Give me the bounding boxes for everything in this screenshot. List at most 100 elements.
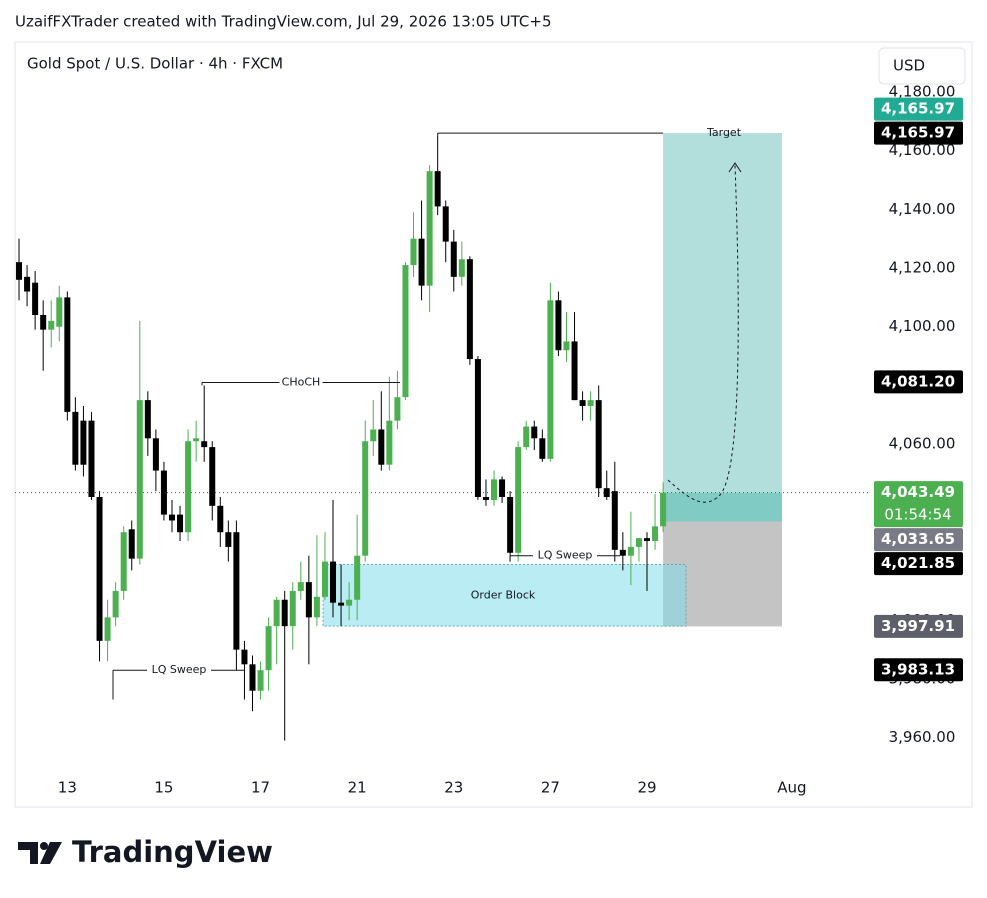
candle-body	[579, 400, 586, 406]
x-tick-label: Aug	[777, 779, 806, 797]
candle-body	[652, 526, 659, 542]
candle-body	[217, 505, 224, 533]
candle-body	[193, 438, 200, 442]
candle-body	[442, 206, 449, 242]
x-tick-label: 27	[541, 779, 560, 797]
candle-body	[539, 438, 546, 459]
target-label: Target	[706, 126, 742, 139]
y-tick-label: 4,160.00	[889, 141, 956, 159]
y-tick-label: 4,140.00	[889, 200, 956, 218]
price-badge-label: 4,165.97	[881, 124, 955, 142]
currency-button[interactable]	[878, 47, 966, 85]
candle-body	[209, 447, 216, 506]
candle-body	[201, 441, 208, 448]
x-tick-label: 15	[154, 779, 173, 797]
candle-body	[265, 626, 272, 671]
candle-body	[507, 497, 514, 553]
candle-body	[515, 447, 522, 553]
candle-body	[362, 441, 369, 556]
candle-body	[185, 441, 192, 533]
y-tick-label: 4,120.00	[889, 259, 956, 277]
x-tick-label: 17	[251, 779, 270, 797]
candle-body	[491, 479, 498, 500]
x-tick-label: 29	[637, 779, 656, 797]
candle-body	[418, 238, 425, 286]
y-tick-label: 4,060.00	[889, 435, 956, 453]
candle-body	[330, 561, 337, 603]
annotation-bg	[279, 375, 323, 390]
header: UzaifFXTrader created with TradingView.c…	[15, 13, 552, 31]
candle-body	[370, 429, 377, 442]
price-badge-label: 4,033.65	[881, 530, 955, 548]
candle-body	[136, 400, 143, 559]
projection-arrow	[667, 164, 739, 503]
candle-body	[144, 400, 151, 439]
price-badge	[874, 552, 963, 576]
candle-body	[160, 470, 167, 515]
candle-body	[321, 561, 328, 597]
candle-body	[56, 297, 63, 327]
candle-body	[450, 241, 457, 277]
candle-body	[378, 429, 385, 465]
target-zone	[663, 133, 782, 493]
price-badge-label: 4,043.49	[881, 483, 955, 501]
price-badge-label: 4,165.97	[881, 100, 955, 118]
candle-body	[587, 400, 594, 406]
annotation-bg	[147, 663, 211, 678]
candle-body	[394, 397, 401, 421]
candle-body	[627, 546, 634, 556]
order-block	[322, 564, 687, 627]
logo-dot	[40, 842, 48, 850]
price-badge	[874, 481, 963, 528]
price-badge	[874, 370, 963, 394]
candle-body	[40, 315, 47, 330]
price-badge	[874, 121, 963, 145]
price-badge-label: 3,997.91	[881, 617, 955, 635]
candle-body	[281, 599, 288, 627]
candle-body	[619, 549, 626, 556]
candle-body	[563, 341, 570, 351]
price-badge	[874, 614, 963, 638]
candle-body	[402, 265, 409, 398]
logo-mark	[18, 842, 38, 864]
candle-body	[434, 171, 441, 207]
candle-body	[523, 426, 530, 448]
price-badge-label: 4,021.85	[881, 554, 955, 572]
annotation-bg	[533, 548, 597, 563]
candle-body	[72, 411, 79, 465]
candle-body	[128, 529, 135, 559]
candle-body	[386, 420, 393, 465]
y-tick-label: 3,960.00	[889, 728, 956, 746]
candle-body	[547, 300, 554, 459]
candle-body	[24, 276, 31, 292]
candle-body	[112, 590, 119, 618]
candle-body	[32, 282, 39, 315]
logo-slash	[40, 842, 62, 864]
annotation-label: CHoCH	[282, 376, 321, 389]
candle-body	[346, 599, 353, 606]
candle-body	[595, 400, 602, 489]
countdown-label: 01:54:54	[884, 506, 951, 524]
candle-body	[289, 590, 296, 627]
candle-body	[660, 492, 667, 527]
chart-frame	[14, 41, 973, 808]
candle-body	[643, 538, 650, 542]
candle-body	[80, 420, 87, 465]
logo-text: TradingView	[72, 835, 273, 869]
candle-body	[96, 497, 103, 641]
candle-body	[48, 320, 55, 330]
candle-body	[64, 297, 71, 412]
candle-body	[635, 538, 642, 547]
candle-body	[555, 300, 562, 351]
annotation-label: LQ Sweep	[152, 663, 207, 676]
y-tick-label: 4,100.00	[889, 317, 956, 335]
plot: Target Order Block CHoCH LQ Sweep LQ Sweep 4,…	[15, 42, 963, 807]
candle-body	[257, 670, 264, 691]
candle-body	[249, 664, 256, 691]
candle-body	[482, 497, 489, 500]
candle-body	[338, 602, 345, 606]
price-badge	[874, 528, 963, 552]
candle-body	[603, 488, 610, 497]
candle-body	[305, 582, 312, 618]
